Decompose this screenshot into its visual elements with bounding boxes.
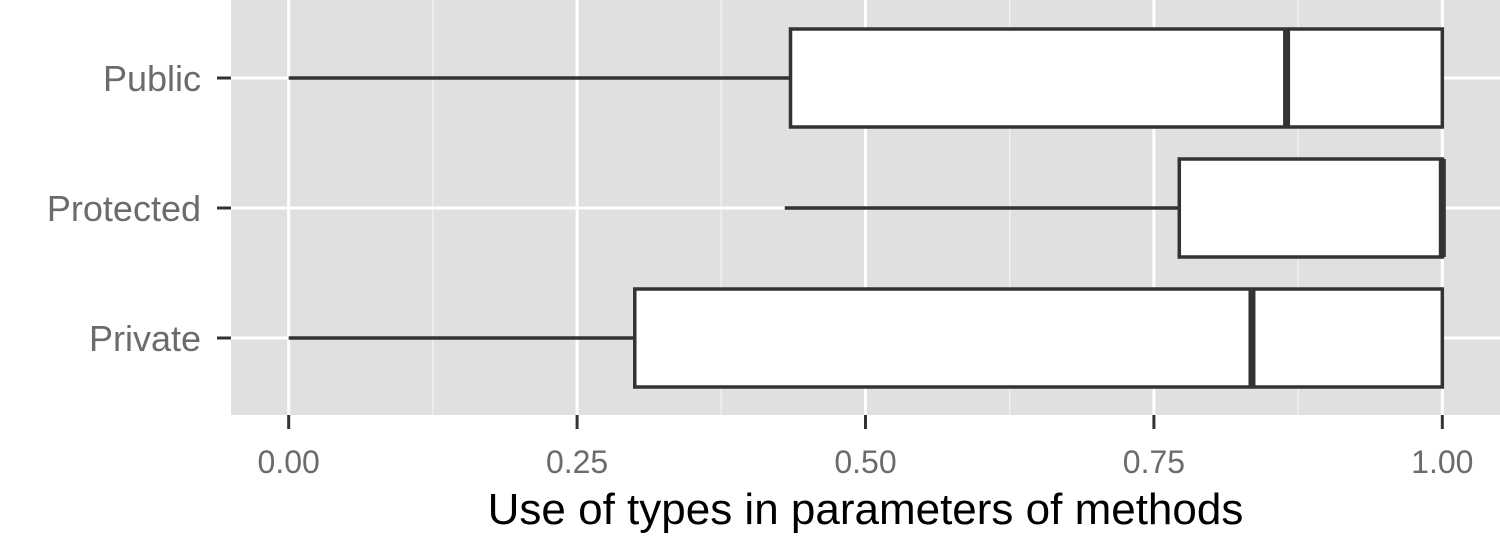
x-tick-label: 0.75	[1123, 444, 1185, 480]
x-tick-label: 0.00	[258, 444, 320, 480]
x-tick-label: 0.25	[546, 444, 608, 480]
y-tick-label: Public	[103, 58, 201, 99]
y-tick-label: Private	[89, 318, 201, 359]
y-tick-label: Protected	[47, 188, 201, 229]
box-iqr	[788, 27, 1445, 129]
box-public	[288, 27, 1445, 129]
x-axis: 0.00 0.25 0.50 0.75 1.00	[258, 415, 1473, 480]
box-iqr	[1177, 157, 1445, 259]
x-tick-label: 0.50	[834, 444, 896, 480]
y-axis: Public Protected Private	[47, 58, 231, 359]
x-tick-label: 1.00	[1411, 444, 1473, 480]
box-protected	[784, 157, 1446, 259]
box-iqr	[633, 287, 1445, 389]
x-axis-title: Use of types in parameters of methods	[488, 485, 1244, 534]
box-private	[288, 287, 1445, 389]
box-layer	[288, 27, 1446, 389]
